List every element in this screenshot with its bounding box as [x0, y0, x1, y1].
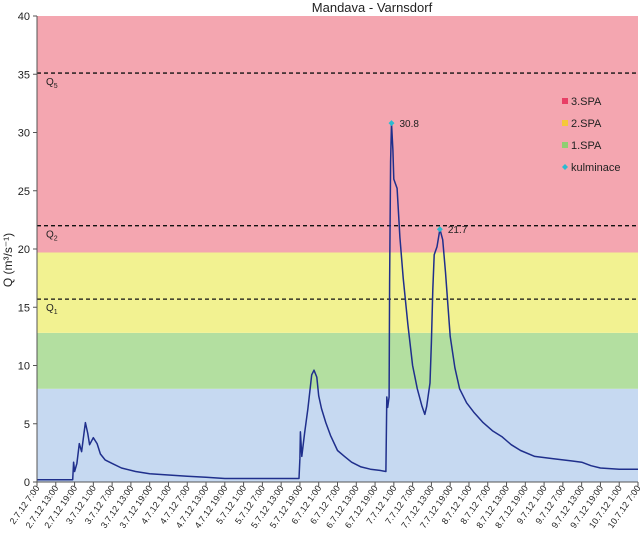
legend-marker-1 — [562, 120, 568, 126]
threshold-layer: Q1 Q2 Q5 — [37, 72, 638, 316]
band-0 — [37, 388, 638, 482]
peak-label-0: 30.8 — [399, 119, 419, 130]
y-tick-label-1: 5 — [24, 419, 30, 431]
y-tick-label-7: 35 — [18, 69, 30, 81]
peak-marker-0 — [388, 120, 395, 127]
threshold-label-0: Q1 — [46, 303, 58, 316]
y-tick-label-4: 20 — [18, 244, 30, 256]
y-tick-label-0: 0 — [24, 477, 30, 489]
y-tick-label-6: 30 — [18, 128, 30, 140]
legend-label-2: 1.SPA — [571, 140, 602, 152]
chart-title: Mandava - Varnsdorf — [312, 0, 433, 15]
legend-marker-3 — [562, 164, 568, 170]
y-tick-label-2: 10 — [18, 361, 30, 373]
series-line-0 — [37, 122, 638, 481]
peak-label-1: 21.7 — [448, 225, 468, 236]
legend: 3.SPA 2.SPA 1.SPA kulminace — [562, 96, 621, 174]
legend-marker-2 — [562, 142, 568, 148]
y-tick-label-5: 25 — [18, 186, 30, 198]
band-2 — [37, 252, 638, 333]
band-3 — [37, 16, 638, 253]
band-layer — [37, 16, 638, 482]
legend-marker-0 — [562, 98, 568, 104]
y-tick-label-3: 15 — [18, 302, 30, 314]
y-tick-label-8: 40 — [18, 11, 30, 23]
peak-layer: 30.8 21.7 — [388, 119, 468, 236]
peak-marker-1 — [436, 226, 443, 233]
legend-label-1: 2.SPA — [571, 118, 602, 130]
y-axis-label: Q (m³/s⁻¹) — [1, 233, 15, 287]
threshold-label-1: Q2 — [46, 230, 58, 243]
band-1 — [37, 332, 638, 389]
legend-label-0: 3.SPA — [571, 96, 602, 108]
threshold-label-2: Q5 — [46, 77, 58, 90]
series-layer — [37, 122, 638, 481]
legend-label-3: kulminace — [571, 162, 621, 174]
